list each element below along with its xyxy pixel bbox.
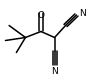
Text: N: N xyxy=(51,68,58,75)
Text: N: N xyxy=(79,9,86,18)
Text: O: O xyxy=(37,11,44,20)
